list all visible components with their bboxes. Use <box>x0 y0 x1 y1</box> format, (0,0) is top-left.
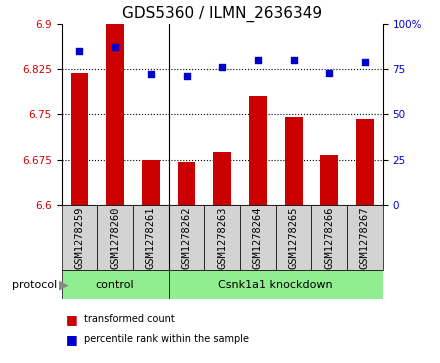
Bar <box>285 117 303 205</box>
Bar <box>169 270 383 299</box>
Bar <box>312 205 347 270</box>
Bar <box>97 205 133 270</box>
Bar <box>106 24 124 205</box>
Text: GSM1278266: GSM1278266 <box>324 207 334 269</box>
Text: percentile rank within the sample: percentile rank within the sample <box>84 334 249 344</box>
Text: GSM1278267: GSM1278267 <box>360 207 370 269</box>
Bar <box>320 155 338 205</box>
Bar <box>169 205 204 270</box>
Bar <box>347 205 383 270</box>
Point <box>219 64 226 70</box>
Text: transformed count: transformed count <box>84 314 174 325</box>
Bar <box>133 205 169 270</box>
Title: GDS5360 / ILMN_2636349: GDS5360 / ILMN_2636349 <box>122 6 322 22</box>
Bar <box>276 205 312 270</box>
Point <box>290 57 297 63</box>
Bar <box>249 96 267 205</box>
Text: ■: ■ <box>66 313 78 326</box>
Text: GSM1278265: GSM1278265 <box>289 207 299 269</box>
Bar <box>142 160 160 205</box>
Bar <box>178 162 195 205</box>
Text: GSM1278261: GSM1278261 <box>146 207 156 269</box>
Text: ■: ■ <box>66 333 78 346</box>
Text: control: control <box>96 280 135 290</box>
Text: GSM1278262: GSM1278262 <box>182 207 191 269</box>
Text: Csnk1a1 knockdown: Csnk1a1 knockdown <box>218 280 333 290</box>
Text: protocol: protocol <box>12 280 57 290</box>
Point <box>326 70 333 76</box>
Text: GSM1278264: GSM1278264 <box>253 207 263 269</box>
Text: ▶: ▶ <box>59 278 69 291</box>
Bar <box>204 205 240 270</box>
Bar <box>240 205 276 270</box>
Point <box>254 57 261 63</box>
Text: GSM1278259: GSM1278259 <box>74 207 84 269</box>
Point <box>147 72 154 77</box>
Point <box>183 73 190 79</box>
Bar <box>213 152 231 205</box>
Point <box>112 44 119 50</box>
Bar <box>356 119 374 205</box>
Text: GSM1278263: GSM1278263 <box>217 207 227 269</box>
Point <box>361 59 368 65</box>
Bar <box>62 270 169 299</box>
Text: GSM1278260: GSM1278260 <box>110 207 120 269</box>
Bar <box>62 205 97 270</box>
Bar <box>70 73 88 205</box>
Point <box>76 48 83 54</box>
